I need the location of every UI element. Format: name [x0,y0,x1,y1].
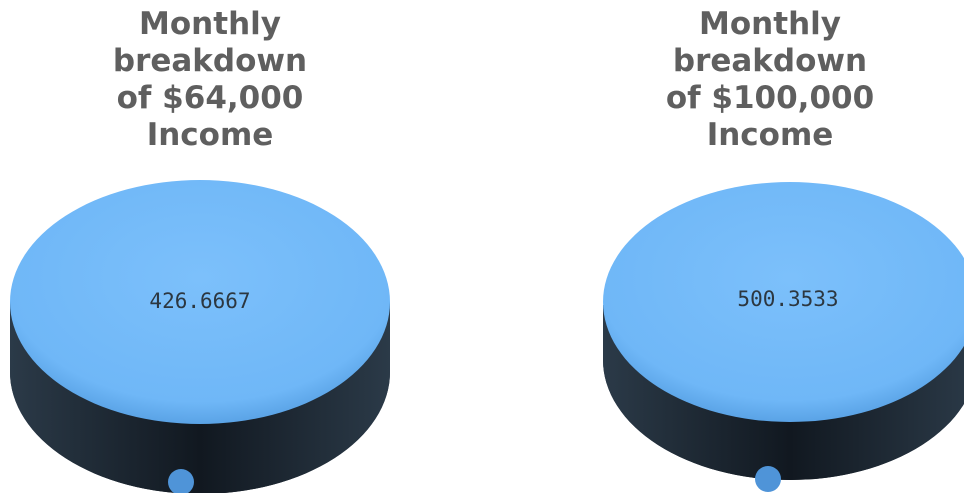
chart-panel-2: Monthly breakdown of $100,000 Income 500… [560,0,964,493]
pie-slice-1[interactable] [603,182,964,422]
slice-value-label-2: 500.3533 [737,287,838,311]
title-line: Income [146,117,274,153]
title-line: breakdown [672,43,868,79]
pie-chart-2: 500.3533 [603,182,964,492]
chart-title-1: Monthly breakdown of $64,000 Income [0,6,420,154]
title-line: of $100,000 [665,80,875,116]
chart-title-2: Monthly breakdown of $100,000 Income [560,6,964,154]
title-line: Monthly [139,6,281,42]
title-line: breakdown [112,43,308,79]
title-line: Income [706,117,834,153]
pie-slice-2[interactable] [755,466,781,492]
pie-slice-1[interactable] [10,180,390,424]
title-line: Monthly [699,6,841,42]
pie-slice-2[interactable] [168,469,194,493]
slice-value-label-1: 426.6667 [149,289,250,313]
title-line: of $64,000 [116,80,304,116]
chart-panel-1: Monthly breakdown of $64,000 Income 426.… [0,0,420,493]
pie-chart-1: 426.6667 [10,180,390,493]
